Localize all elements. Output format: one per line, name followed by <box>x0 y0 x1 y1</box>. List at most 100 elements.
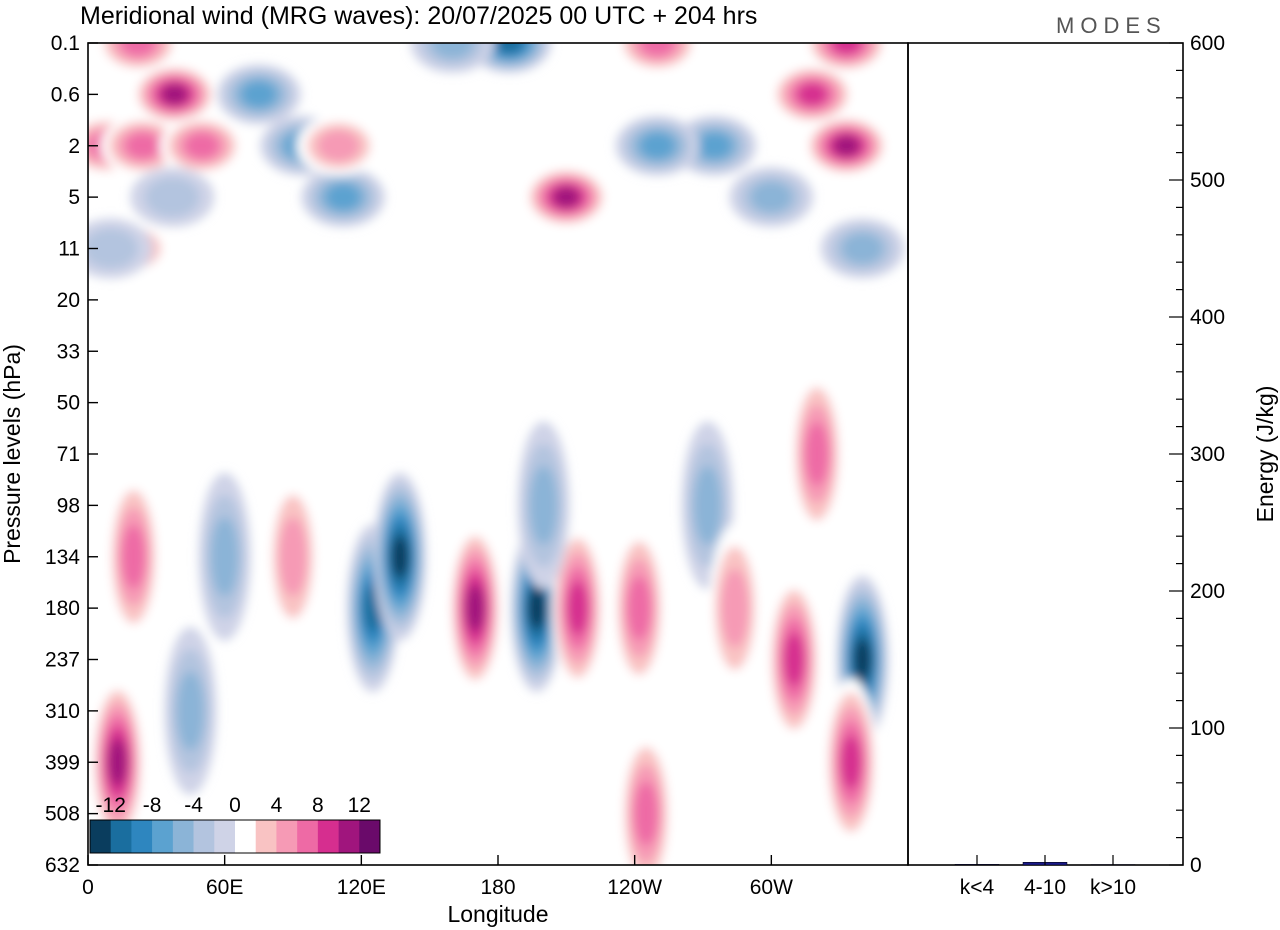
x-tick-label: 60E <box>206 876 243 899</box>
contour-band <box>833 135 860 157</box>
x-tick-label: 60W <box>750 876 793 899</box>
wind-anomaly-26 <box>164 626 217 795</box>
colorbar-swatch <box>317 820 339 853</box>
energy-tick-label: 600 <box>1190 32 1225 55</box>
y-tick-label: 2 <box>68 135 80 158</box>
y-tick-label: 134 <box>45 546 80 569</box>
contour-band <box>176 671 205 751</box>
colorbar-label: 0 <box>229 794 241 817</box>
wind-anomaly-8 <box>216 64 301 125</box>
wind-anomaly-18 <box>729 167 814 228</box>
colorbar-swatch <box>214 820 236 853</box>
x-tick-label: 120E <box>337 876 386 899</box>
energy-tick-label: 400 <box>1190 306 1225 329</box>
wind-anomaly-41 <box>517 421 570 590</box>
wind-anomaly-1 <box>132 64 217 125</box>
wind-anomaly-23 <box>107 472 160 641</box>
wind-anomaly-22 <box>820 218 905 279</box>
colorbar-swatch <box>90 820 112 853</box>
contour-band <box>465 584 485 632</box>
wind-anomaly-21 <box>804 43 889 73</box>
contour-band <box>721 568 749 648</box>
contour-band <box>144 177 200 218</box>
colorbar-swatch <box>131 820 153 853</box>
colorbar-swatch <box>359 820 381 853</box>
wind-anomaly-3 <box>100 115 185 176</box>
energy-tick-label: 500 <box>1190 169 1225 192</box>
energy-tick-label: 100 <box>1190 717 1225 740</box>
y-tick-label: 20 <box>57 289 80 312</box>
contour-band <box>528 587 546 629</box>
energy-tick-label: 200 <box>1190 580 1225 603</box>
contour-band <box>108 738 127 786</box>
colorbar-label: 8 <box>312 794 324 817</box>
contour-band <box>125 132 160 159</box>
contour-band <box>279 517 307 597</box>
wind-anomaly-27 <box>267 472 319 641</box>
contour-band <box>325 184 361 211</box>
colorbar: -12 -8 -4 0 4 8 12 <box>89 794 381 854</box>
wind-anomaly-37 <box>768 575 821 744</box>
wind-anomaly-33 <box>613 524 666 693</box>
colorbar-swatch <box>152 820 174 853</box>
wind-anomaly-4 <box>159 115 244 176</box>
colorbar-label: 12 <box>348 794 371 817</box>
contour-band <box>210 517 239 597</box>
colorbar-swatch <box>172 820 194 853</box>
x-tick-label: 0 <box>82 876 94 899</box>
y-tick-label: 0.6 <box>51 83 80 106</box>
wind-anomaly-13 <box>524 167 609 228</box>
wind-anomaly-7 <box>130 167 215 228</box>
y-tick-label: 98 <box>57 494 80 517</box>
wind-anomaly-30 <box>449 524 502 693</box>
heatmap-field <box>88 43 905 865</box>
wind-anomaly-40 <box>790 370 843 538</box>
contour-band <box>783 632 805 687</box>
x-tick-label: 120W <box>607 876 662 899</box>
contour-band <box>797 82 828 106</box>
wind-anomaly-12 <box>410 43 495 73</box>
contour-band <box>750 181 793 213</box>
wind-anomaly-29 <box>374 472 427 641</box>
wind-anomaly-10 <box>301 167 386 228</box>
contour-band <box>697 132 732 159</box>
y-tick-label: 632 <box>45 854 80 877</box>
contour-band <box>805 422 829 486</box>
energy-category-label: 4-10 <box>1024 876 1066 899</box>
y-axis: 0.1 0.6 2 5 11 20 33 50 71 98 134 180 237 310 399 508 63… <box>45 32 98 877</box>
contour-band <box>241 81 277 108</box>
y-tick-label: 0.1 <box>51 32 80 55</box>
contour-band <box>840 735 862 790</box>
x-tick-label: 180 <box>480 876 515 899</box>
y-axis-label: Pressure levels (hPa) <box>0 344 25 564</box>
wind-anomaly-20 <box>804 115 889 176</box>
contour-band <box>317 130 360 162</box>
contour-band <box>120 43 156 57</box>
contour-band <box>529 465 558 545</box>
y-tick-label: 180 <box>45 597 80 620</box>
wind-anomaly-25 <box>198 472 251 641</box>
colorbar-label: -12 <box>96 794 126 817</box>
colorbar-swatch <box>193 820 215 853</box>
contour-band <box>627 576 651 640</box>
colorbar-swatch <box>338 820 360 853</box>
contour-band <box>496 43 523 54</box>
wind-anomaly-17 <box>615 115 700 176</box>
contour-band <box>640 43 675 57</box>
y-tick-label: 310 <box>45 700 80 723</box>
energy-category-label: k<4 <box>960 876 995 899</box>
contour-band <box>161 84 188 105</box>
colorbar-swatch <box>235 820 257 853</box>
contour-band <box>567 581 589 635</box>
contour-band <box>831 43 862 55</box>
contour-band <box>634 781 658 846</box>
chart-title: Meridional wind (MRG waves): 20/07/2025 … <box>80 2 757 30</box>
wind-anomaly-34 <box>620 729 673 865</box>
y-tick-label: 71 <box>57 443 80 466</box>
wind-anomaly-15 <box>615 43 700 73</box>
wind-anomaly-0 <box>96 43 181 73</box>
x-axis: 0 60E 120E 180 120W 60W <box>82 855 793 899</box>
colorbar-swatch <box>110 820 132 853</box>
modes-logo: MODES <box>1056 13 1167 38</box>
